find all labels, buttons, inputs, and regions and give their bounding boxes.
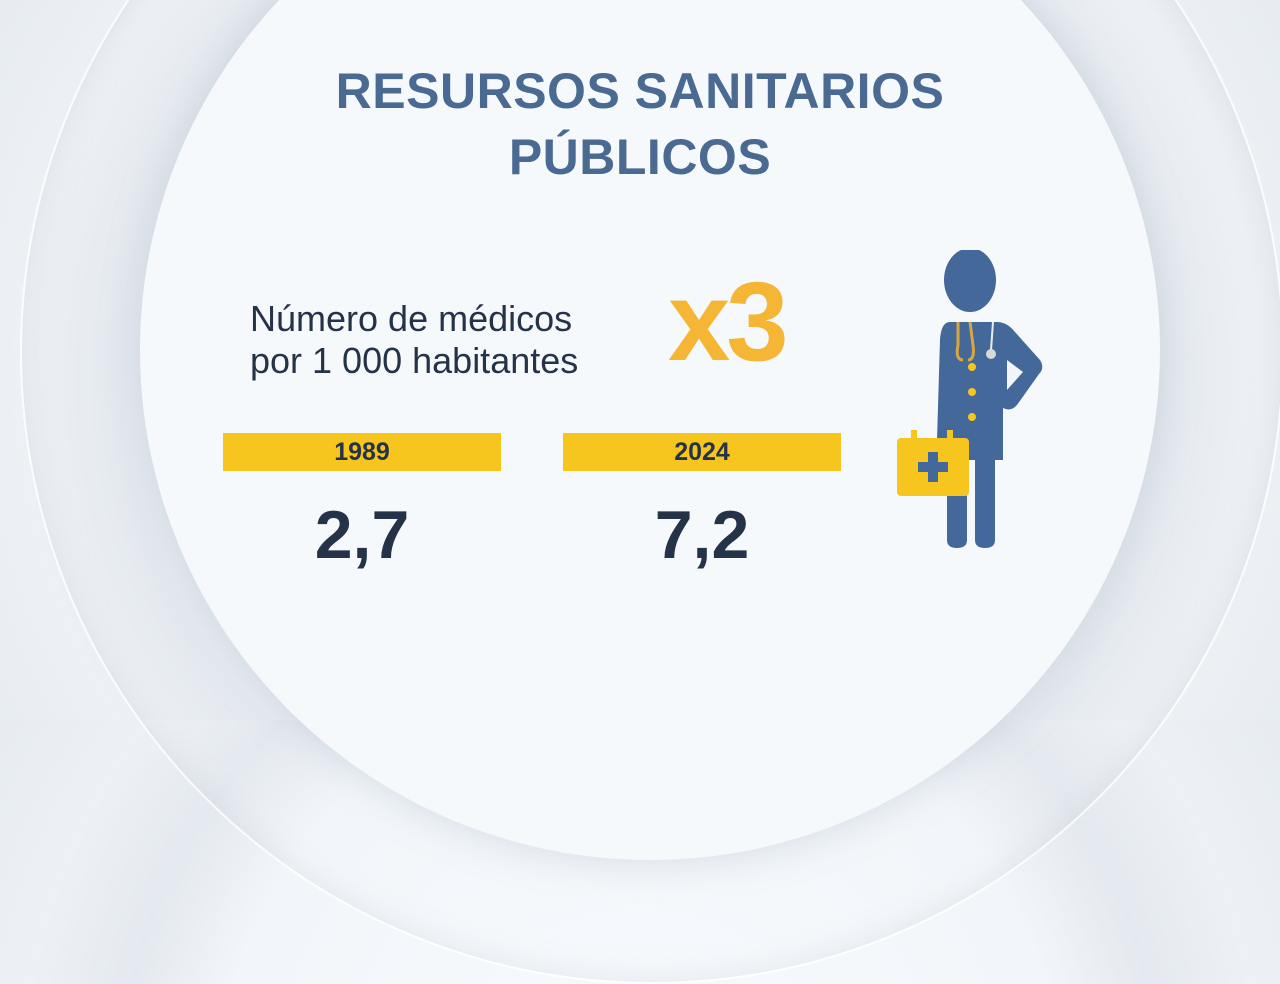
multiplier-badge: x3 bbox=[668, 259, 789, 384]
doctor-with-medical-bag-icon bbox=[895, 248, 1055, 555]
page-title: RESURSOS SANITARIOS PÚBLICOS bbox=[0, 58, 1280, 190]
title-line-2: PÚBLICOS bbox=[508, 129, 772, 185]
year-label-2024: 2024 bbox=[563, 433, 841, 471]
year-label-1989: 1989 bbox=[223, 433, 501, 471]
value-1989: 2,7 bbox=[314, 497, 410, 573]
title-line-1: RESURSOS SANITARIOS bbox=[335, 63, 945, 119]
value-2024: 7,2 bbox=[654, 497, 750, 573]
metric-label: Número de médicos por 1 000 habitantes bbox=[250, 298, 578, 382]
metric-label-line-2: por 1 000 habitantes bbox=[250, 340, 579, 381]
metric-label-line-1: Número de médicos bbox=[250, 298, 573, 339]
